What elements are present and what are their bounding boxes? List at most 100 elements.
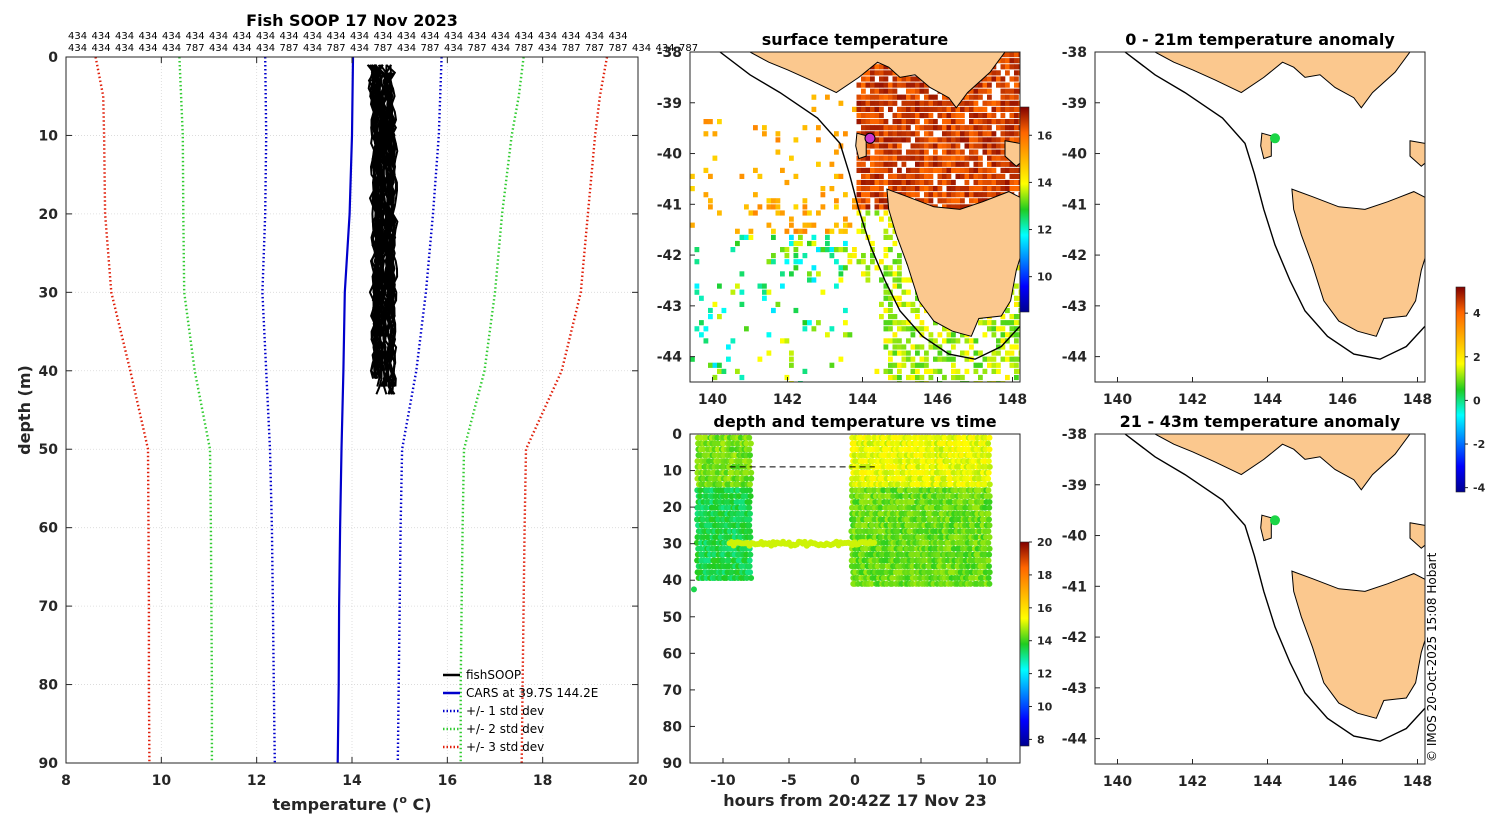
sst-pixel [991, 143, 997, 149]
sst-pixel [996, 186, 1001, 192]
sst-pixel [802, 253, 808, 259]
depth-time-point [935, 551, 942, 558]
sst-pixel [883, 283, 889, 289]
sst-pixel [816, 125, 821, 131]
series--1-std-dev [261, 56, 276, 764]
count-label: 434 [397, 43, 416, 54]
sst-pixel [879, 167, 884, 173]
sst-pixel [946, 131, 952, 137]
sst-pixel [865, 119, 871, 125]
sst-pixel [856, 198, 862, 204]
sst-pixel [897, 125, 902, 131]
series--3-std-dev [94, 56, 151, 764]
depth-time-point [929, 504, 936, 511]
sst-pixel [906, 76, 911, 82]
y-tick-label: -43 [1062, 299, 1087, 315]
sst-pixel [735, 228, 740, 234]
sst-pixel [928, 112, 934, 119]
sst-pixel [771, 259, 776, 265]
sst-pixel [879, 119, 884, 125]
sst-pixel [946, 143, 952, 149]
sst-station-marker [864, 132, 876, 144]
sst-pixel [879, 88, 884, 94]
sst-pixel [1018, 368, 1020, 374]
sst-pixel [987, 356, 992, 362]
sst-pixel [987, 137, 992, 143]
depth-time-point [746, 458, 753, 465]
sst-pixel [951, 332, 956, 338]
colorbar-tick-label: 0 [1473, 394, 1481, 407]
sst-pixel [924, 106, 929, 112]
sst-pixel [910, 94, 916, 100]
sst-pixel [1000, 100, 1006, 106]
count-row-1: 434 434 434 434 434 434 434 434 434 434 434 434 434 4… [68, 31, 628, 42]
sst-pixel [946, 356, 952, 362]
sst-pixel [865, 94, 871, 100]
sst-pixel [987, 119, 992, 125]
sst-pixel [1014, 332, 1019, 338]
x-tick-label: 146 [923, 392, 952, 408]
sst-pixel [933, 192, 938, 198]
depth-time-point [986, 493, 993, 500]
sst-pixel [996, 70, 1001, 76]
sst-pixel [1005, 88, 1010, 94]
sst-pixel [820, 204, 826, 210]
sst-pixel [1018, 192, 1020, 198]
sst-pixel [942, 119, 947, 125]
sst-pixel [879, 137, 884, 143]
y-tick-label: -44 [1062, 350, 1088, 366]
sst-pixel [1018, 314, 1020, 320]
sst-pixel [856, 167, 862, 173]
sst-pixel [991, 137, 997, 143]
sst-pixel [888, 222, 893, 228]
depth-time-point [906, 434, 913, 441]
sst-pixel [874, 106, 880, 112]
sst-pixel [960, 119, 965, 125]
sst-pixel [910, 155, 916, 161]
depth-time-point [726, 557, 733, 564]
sst-pixel [928, 368, 934, 374]
sst-pixel [964, 356, 970, 362]
sst-pixel [906, 356, 911, 362]
sst-pixel [933, 167, 938, 173]
sst-pixel [802, 125, 808, 131]
sst-pixel [1014, 94, 1019, 100]
depth-time-point [947, 440, 954, 447]
depth-time-point [986, 569, 993, 576]
sst-pixel [1014, 283, 1019, 289]
sst-pixel [956, 387, 961, 392]
y-tick-label: 50 [39, 442, 59, 458]
sst-pixel [820, 289, 826, 295]
count-label: 434 [421, 31, 440, 42]
x-tick-label: 8 [61, 773, 71, 789]
sst-pixel [874, 204, 880, 210]
depth-time-point [697, 452, 704, 459]
sst-pixel [973, 88, 979, 94]
depth-time-point [958, 452, 965, 459]
sst-pixel [865, 149, 871, 155]
sst-pixel [753, 192, 758, 198]
sst-pixel [892, 125, 898, 131]
sst-pixel [951, 119, 956, 125]
sst-pixel [955, 112, 961, 119]
sst-pixel [915, 155, 920, 161]
sst-pixel [951, 368, 956, 374]
sst-pixel [1000, 131, 1006, 137]
sst-pixel [964, 167, 970, 173]
series--1-std-dev-upper- [396, 56, 443, 764]
depth-time-point [889, 469, 896, 476]
sst-pixel [1014, 112, 1019, 119]
sst-pixel [703, 338, 709, 344]
sst-pixel [1000, 125, 1006, 131]
sst-pixel [879, 76, 884, 82]
sst-pixel [861, 271, 866, 277]
sst-pixel [856, 179, 862, 186]
depth-time-point [985, 557, 992, 564]
depth-time-point [699, 516, 706, 523]
sst-pixel [991, 119, 997, 125]
sst-pixel [933, 137, 938, 143]
sst-pixel [897, 186, 902, 192]
sst-pixel [739, 374, 745, 381]
sst-pixel [1009, 119, 1015, 125]
